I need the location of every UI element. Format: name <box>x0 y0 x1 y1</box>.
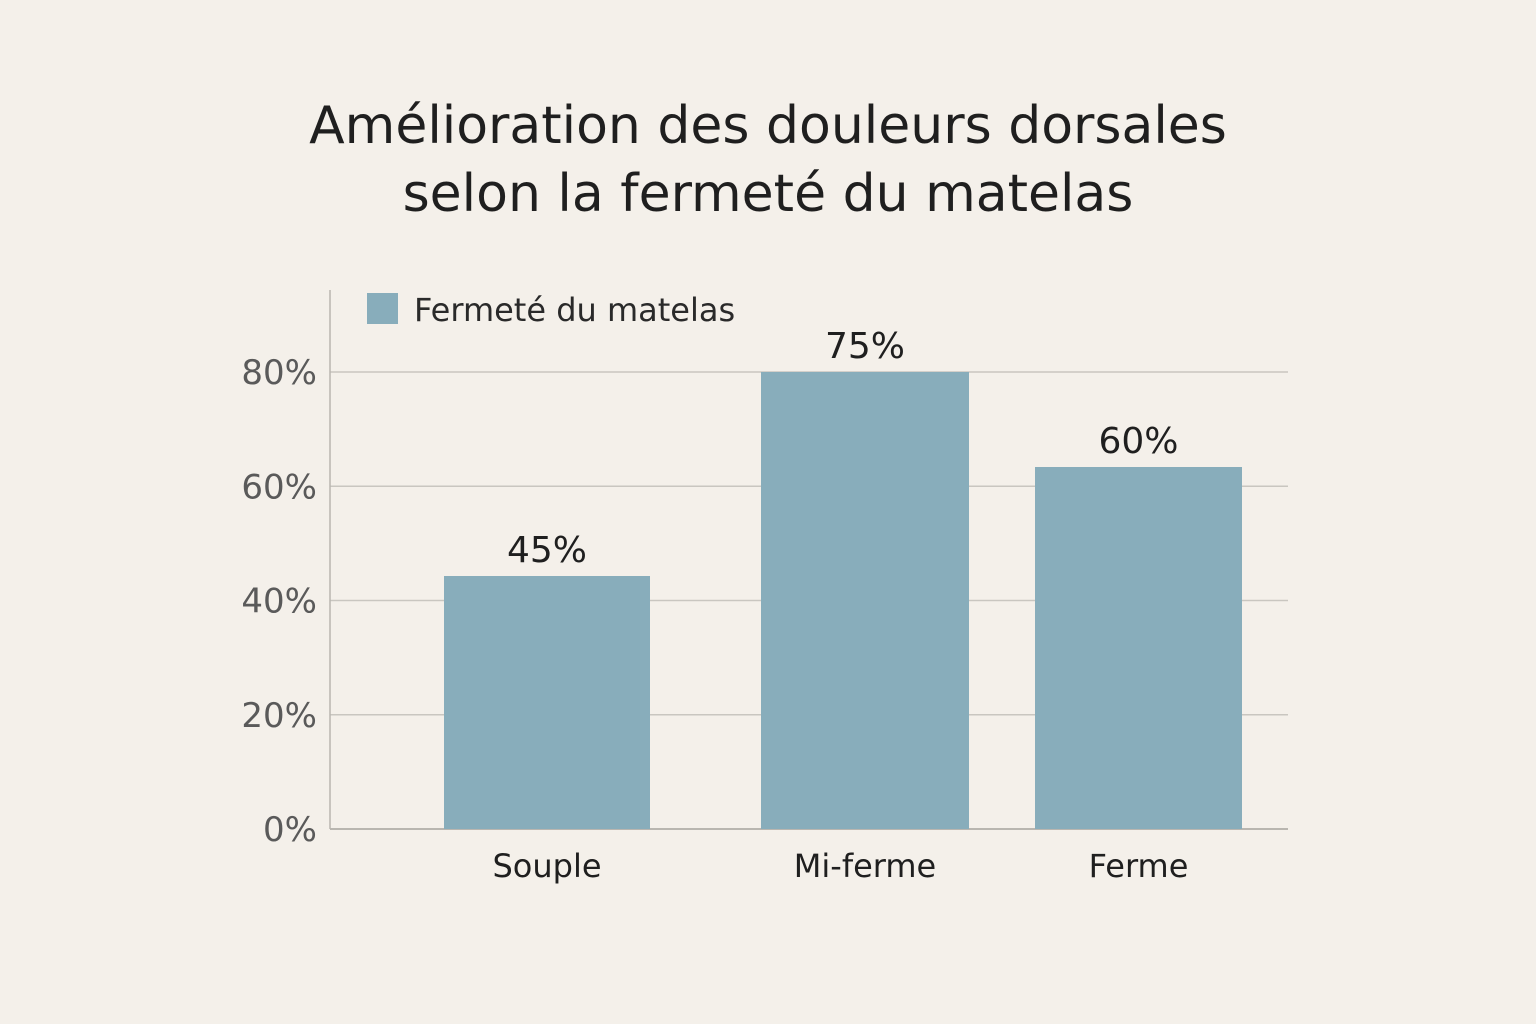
bar <box>761 372 969 829</box>
legend-label: Fermeté du matelas <box>414 291 735 329</box>
y-tick-label: 40% <box>241 582 317 622</box>
x-category-labels: Souple Mi-ferme Ferme <box>492 847 1188 885</box>
legend-swatch <box>367 293 398 324</box>
bars <box>444 372 1242 829</box>
x-category-label: Ferme <box>1089 847 1189 885</box>
data-label: 75% <box>825 326 905 367</box>
y-tick-label: 80% <box>241 353 317 393</box>
data-label: 60% <box>1098 421 1178 462</box>
bar <box>1035 467 1242 829</box>
x-category-label: Souple <box>492 847 601 885</box>
data-label: 45% <box>507 530 587 571</box>
y-tick-label: 20% <box>241 696 317 736</box>
chart-title-line-2: selon la fermeté du matelas <box>402 164 1134 224</box>
x-category-label: Mi-ferme <box>794 847 936 885</box>
y-tick-label: 0% <box>263 810 317 850</box>
chart-title: Amélioration des douleurs dorsales selon… <box>0 92 1536 228</box>
y-tick-labels: 0% 20% 40% 60% 80% <box>241 353 317 850</box>
bar <box>444 576 650 829</box>
y-tick-label: 60% <box>241 467 317 507</box>
chart-title-line-1: Amélioration des douleurs dorsales <box>309 96 1227 156</box>
legend: Fermeté du matelas <box>367 291 735 329</box>
data-labels: 45% 75% 60% <box>507 326 1179 571</box>
